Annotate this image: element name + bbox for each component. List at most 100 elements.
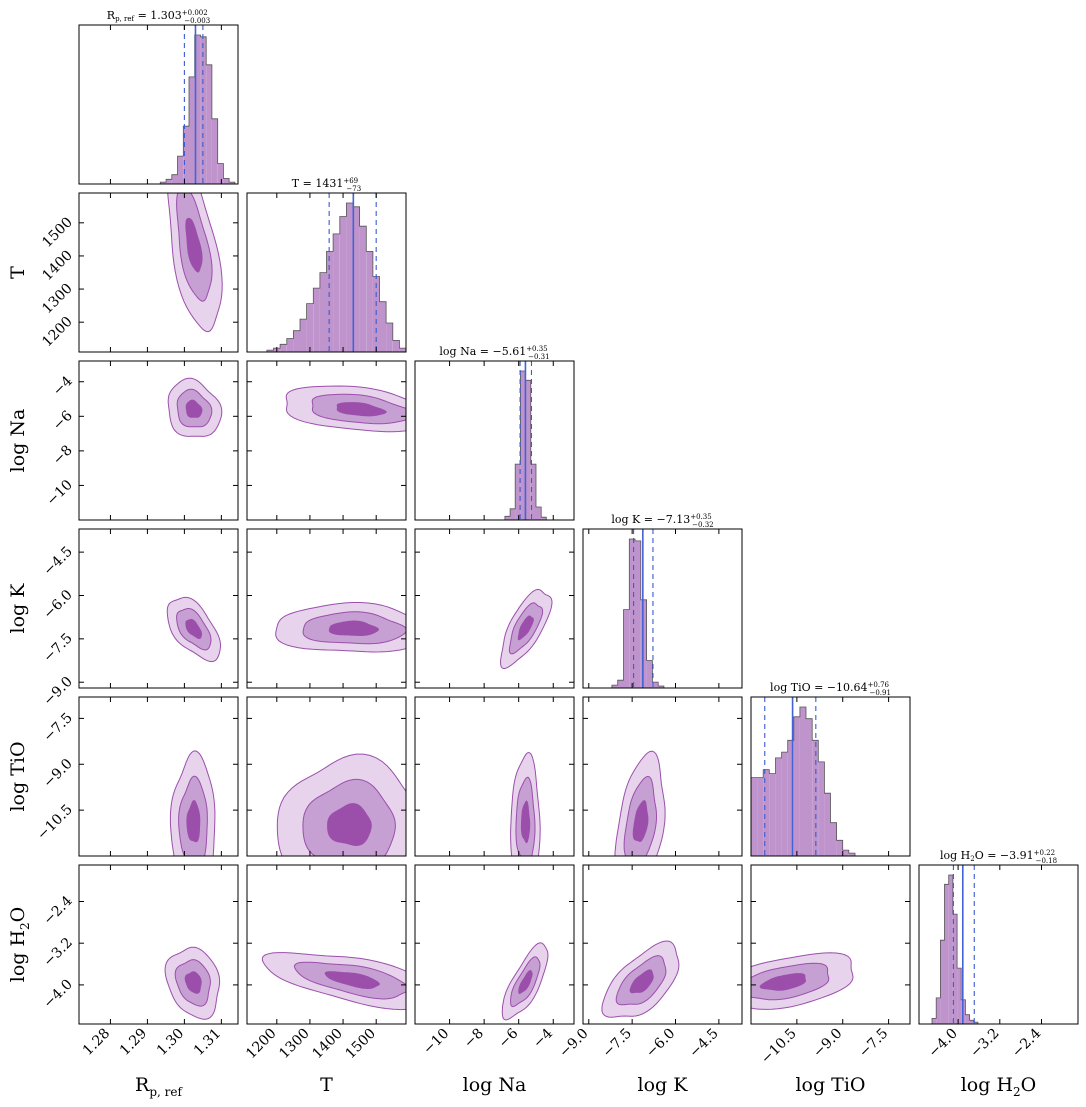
contour-inner <box>629 969 654 994</box>
hist-bar <box>536 507 542 520</box>
hist-bar <box>932 1018 937 1024</box>
panel-log H2O-vs-log K: −9.0 −7.5 −6.0 −4.5 <box>556 864 743 1061</box>
hist-bar <box>319 272 327 352</box>
panel-frame <box>78 696 239 857</box>
y-tick-label: −9.0 <box>40 756 75 791</box>
hist-bar <box>520 371 526 520</box>
panel-frame <box>414 528 575 689</box>
hist-bar <box>635 540 641 688</box>
contour-inner <box>327 803 372 846</box>
y-tick-label: −4 <box>50 373 76 399</box>
hist-bar <box>339 216 347 352</box>
y-axis-label-log TiO: log TiO <box>7 741 29 811</box>
panel-log H2O-vs-log TiO: −10.5 −9.0 −7.5 <box>750 864 911 1067</box>
hist-bar <box>848 853 855 856</box>
y-tick-label: −3.2 <box>40 935 75 970</box>
contour-inner <box>324 971 380 989</box>
x-axis-label-log H2O: log H2O <box>961 1074 1037 1099</box>
x-tick-label: 1.29 <box>117 1026 150 1059</box>
contour-inner <box>520 800 531 844</box>
contour-inner <box>185 217 203 273</box>
y-tick-label: −6.0 <box>40 587 75 622</box>
x-tick-label: −9.0 <box>556 1026 591 1061</box>
y-tick-label: 1200 <box>39 314 76 351</box>
panel-log H2O-vs-log H2O: log H2O = −3.91+0.22 −0.18 −4.0 −3.2 −2.4 <box>918 849 1079 1061</box>
panel-frame <box>78 192 239 353</box>
hist-bar <box>160 182 166 184</box>
hist-bar <box>183 126 189 184</box>
panel-log TiO-vs-R_p,ref: −10.5 −9.0 −7.5 <box>34 696 239 857</box>
hist-bar <box>166 179 172 184</box>
panel-frame <box>582 696 743 857</box>
y-tick-label: 1300 <box>39 281 76 318</box>
y-tick-label: −10.5 <box>34 802 76 844</box>
panel-frame <box>246 528 407 689</box>
hist-bar <box>399 348 406 352</box>
x-tick-label: −6.0 <box>643 1026 678 1061</box>
hist-bar <box>504 516 511 520</box>
panel-frame <box>414 360 575 521</box>
hist-bar <box>952 914 958 1024</box>
hist-outline <box>611 538 665 688</box>
contour-inner <box>185 399 203 418</box>
panel-title-log K: log K = −7.13+0.35 −0.32 <box>611 513 713 529</box>
panel-frame <box>582 528 743 689</box>
panel-title-log Na: log Na = −5.61+0.35 −0.31 <box>439 345 549 361</box>
hist-bar <box>280 344 287 352</box>
panel-log K-vs-T <box>246 528 407 689</box>
contour-inner <box>185 618 202 639</box>
hist-bar <box>177 156 184 184</box>
x-axis-label-log K: log K <box>638 1074 689 1096</box>
hist-bar <box>366 251 373 352</box>
x-tick-label: −7.5 <box>856 1026 891 1061</box>
hist-bar <box>781 752 788 856</box>
contour-inner <box>328 620 379 636</box>
y-axis-label-T: T <box>7 266 29 279</box>
panel-title-log TiO: log TiO = −10.64+0.76 −0.91 <box>770 681 891 697</box>
hist-bar <box>969 1020 974 1024</box>
panel-frame <box>414 696 575 857</box>
panel-frame <box>78 528 239 689</box>
panel-log K-vs-R_p,ref: −9.0 −7.5 −6.0 −4.5 <box>40 528 239 709</box>
hist-outline <box>266 202 406 352</box>
contour-inner <box>186 800 201 843</box>
panel-frame <box>750 696 911 857</box>
y-tick-label: −10 <box>44 477 76 509</box>
panel-log TiO-vs-T <box>246 696 407 857</box>
panel-frame <box>246 864 407 1025</box>
panel-title-T: T = 1431+69 −73 <box>292 177 361 193</box>
x-tick-label: −4.0 <box>926 1026 961 1061</box>
hist-bar <box>293 330 300 352</box>
hist-bar <box>206 64 212 184</box>
hist-bar <box>769 773 776 856</box>
hist-bar <box>629 539 636 688</box>
x-tick-label: 1500 <box>343 1026 380 1063</box>
hist-bar <box>346 203 353 352</box>
hist-bar <box>171 174 178 184</box>
panel-R_p,ref-vs-R_p,ref: Rp, ref = 1.303+0.002 −0.003 <box>78 9 239 185</box>
y-tick-label: −7.5 <box>40 710 75 745</box>
hist-outline <box>751 706 856 856</box>
hist-bar <box>266 350 274 352</box>
y-tick-label: −9.0 <box>40 674 75 709</box>
y-axis-label-log H2O: log H2O <box>7 907 32 983</box>
panel-frame <box>78 360 239 521</box>
hist-bar <box>793 716 800 856</box>
hist-bar <box>223 178 230 184</box>
x-tick-label: 1300 <box>276 1025 313 1062</box>
hist-bar <box>763 769 770 856</box>
hist-bar <box>640 599 647 688</box>
x-tick-label: 1.30 <box>154 1026 187 1059</box>
y-tick-label: −4.0 <box>40 976 75 1011</box>
panel-frame <box>246 696 407 857</box>
hist-bar <box>944 884 949 1024</box>
y-tick-label: 1400 <box>39 247 76 284</box>
hist-bar <box>799 707 806 856</box>
hist-bar <box>806 718 813 856</box>
hist-bar <box>189 76 195 184</box>
y-axis-label-log Na: log Na <box>7 409 29 473</box>
hist-bar <box>658 686 664 688</box>
hist-bar <box>359 226 367 352</box>
hist-bar <box>530 464 536 520</box>
